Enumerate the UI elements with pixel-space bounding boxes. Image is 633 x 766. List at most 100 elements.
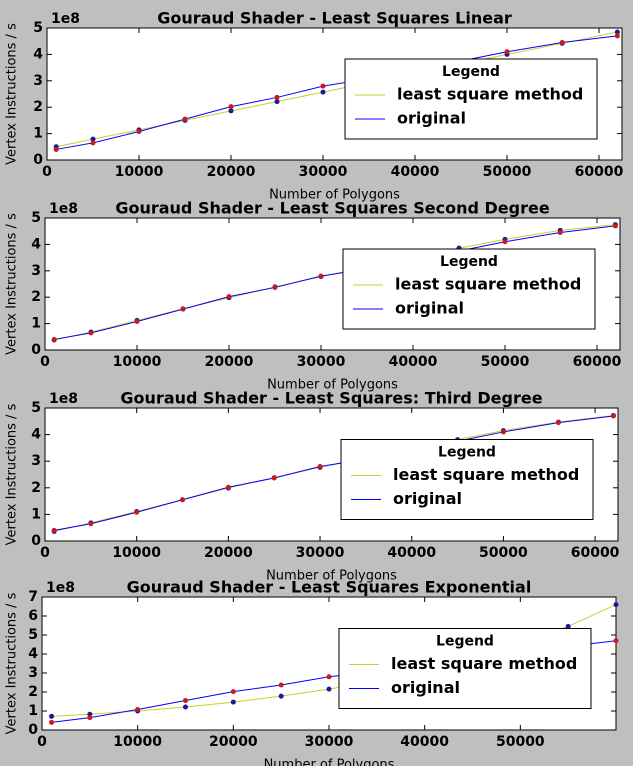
- data-point: [230, 689, 236, 695]
- data-point: [278, 682, 284, 688]
- data-point: [53, 146, 59, 152]
- x-tick-label: 30000: [297, 354, 346, 370]
- y-offset-label: 1e8: [51, 11, 80, 27]
- data-point: [90, 136, 96, 142]
- x-tick-label: 0: [42, 164, 52, 180]
- legend-title: Legend: [440, 254, 498, 270]
- y-tick-label: 3: [31, 263, 41, 279]
- data-point: [135, 706, 141, 712]
- x-tick-label: 20000: [209, 734, 258, 750]
- legend-box: [344, 58, 598, 140]
- y-tick-label: 4: [31, 427, 41, 443]
- data-point: [557, 230, 563, 236]
- data-point: [228, 104, 234, 110]
- x-tick-label: 50000: [479, 545, 528, 561]
- x-tick-label: 30000: [296, 545, 345, 561]
- x-tick-label: 10000: [112, 545, 161, 561]
- x-tick-label: 0: [40, 545, 50, 561]
- data-point: [272, 284, 278, 290]
- subplot: Gouraud Shader - Least Squares Exponenti…: [5, 578, 619, 766]
- data-point: [87, 715, 93, 721]
- subplot: Gouraud Shader - Least Squares: Third De…: [5, 389, 620, 584]
- y-tick-label: 3: [31, 453, 41, 469]
- chart-title: Gouraud Shader - Least Squares Exponenti…: [127, 578, 532, 597]
- y-tick-label: 5: [31, 210, 41, 226]
- x-tick-label: 60000: [575, 164, 624, 180]
- x-tick-label: 20000: [205, 354, 254, 370]
- y-tick-label: 2: [31, 480, 41, 496]
- x-tick-label: 10000: [115, 164, 164, 180]
- x-tick-label: 10000: [113, 734, 162, 750]
- legend-title: Legend: [436, 634, 494, 650]
- y-offset-label: 1e8: [49, 391, 78, 407]
- y-offset-label: 1e8: [49, 201, 78, 217]
- x-tick-label: 60000: [571, 545, 620, 561]
- legend-label: original: [393, 489, 462, 508]
- y-tick-label: 5: [28, 627, 38, 643]
- data-point: [610, 413, 616, 419]
- x-tick-label: 40000: [387, 545, 436, 561]
- data-point: [134, 509, 140, 515]
- x-tick-label: 60000: [573, 354, 622, 370]
- data-point: [228, 108, 234, 114]
- legend-box: [340, 439, 594, 520]
- data-point: [274, 99, 280, 105]
- y-axis-label: Vertex Instructions / s: [5, 213, 20, 355]
- y-axis-label: Vertex Instructions / s: [5, 592, 20, 734]
- x-tick-label: 50000: [483, 164, 532, 180]
- legend-box: [342, 248, 596, 330]
- y-offset-label: 1e8: [46, 580, 75, 596]
- data-point: [88, 521, 94, 527]
- data-point: [87, 711, 93, 717]
- x-tick-label: 30000: [305, 734, 354, 750]
- data-point: [51, 336, 57, 342]
- chart-title: Gouraud Shader - Least Squares: Third De…: [120, 389, 542, 408]
- data-point: [320, 83, 326, 89]
- data-point: [612, 223, 618, 229]
- chart-title: Gouraud Shader - Least Squares Second De…: [115, 199, 549, 218]
- y-tick-label: 0: [28, 722, 38, 738]
- x-tick-label: 50000: [481, 354, 530, 370]
- legend-label: least square method: [393, 465, 579, 484]
- legend-label: least square method: [397, 85, 583, 104]
- subplot: Gouraud Shader - Least Squares Second De…: [5, 199, 622, 393]
- chart-title: Gouraud Shader - Least Squares Linear: [157, 9, 512, 28]
- x-axis-label: Number of Polygons: [264, 758, 395, 766]
- y-tick-label: 0: [33, 152, 43, 168]
- data-point: [326, 674, 332, 680]
- data-point: [88, 330, 94, 336]
- y-tick-label: 1: [33, 126, 43, 142]
- data-point: [49, 719, 55, 725]
- legend-label: original: [391, 678, 460, 697]
- y-tick-label: 2: [31, 289, 41, 305]
- y-tick-label: 1: [31, 316, 41, 332]
- subplot: Gouraud Shader - Least Squares Linear 1e8…: [5, 9, 624, 203]
- data-point: [504, 49, 510, 55]
- y-tick-label: 5: [31, 400, 41, 416]
- data-point: [274, 94, 280, 100]
- legend-label: original: [395, 299, 464, 318]
- data-point: [90, 140, 96, 146]
- data-point: [317, 464, 323, 470]
- y-tick-label: 4: [33, 46, 43, 62]
- y-tick-label: 1: [28, 703, 38, 719]
- y-axis-label: Vertex Instructions / s: [5, 23, 20, 165]
- y-tick-label: 0: [31, 342, 41, 358]
- data-point: [565, 623, 571, 629]
- data-point: [271, 475, 277, 481]
- y-tick-label: 3: [28, 665, 38, 681]
- legend-box: [338, 628, 592, 709]
- y-tick-label: 4: [31, 236, 41, 252]
- x-axis-label: Number of Polygons: [269, 188, 400, 203]
- data-point: [183, 698, 188, 704]
- data-point: [230, 699, 236, 705]
- data-point: [134, 318, 140, 324]
- data-point: [500, 429, 506, 435]
- data-point: [326, 686, 332, 692]
- legend-label: least square method: [391, 654, 577, 673]
- data-point: [183, 704, 188, 710]
- y-tick-label: 2: [28, 684, 38, 700]
- data-point: [136, 128, 142, 134]
- data-point: [613, 638, 619, 644]
